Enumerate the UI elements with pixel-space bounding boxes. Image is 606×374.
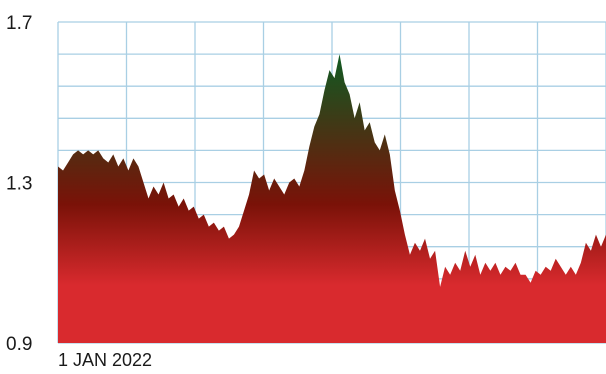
y-tick-label: 1.7 bbox=[6, 13, 32, 34]
area-series bbox=[58, 54, 606, 343]
y-tick-label: 0.9 bbox=[6, 334, 32, 355]
y-axis-tick-labels: 1.7 1.3 0.9 bbox=[6, 13, 32, 355]
x-axis-start-label: 1 JAN 2022 bbox=[58, 350, 152, 370]
y-tick-label: 1.3 bbox=[6, 174, 32, 195]
